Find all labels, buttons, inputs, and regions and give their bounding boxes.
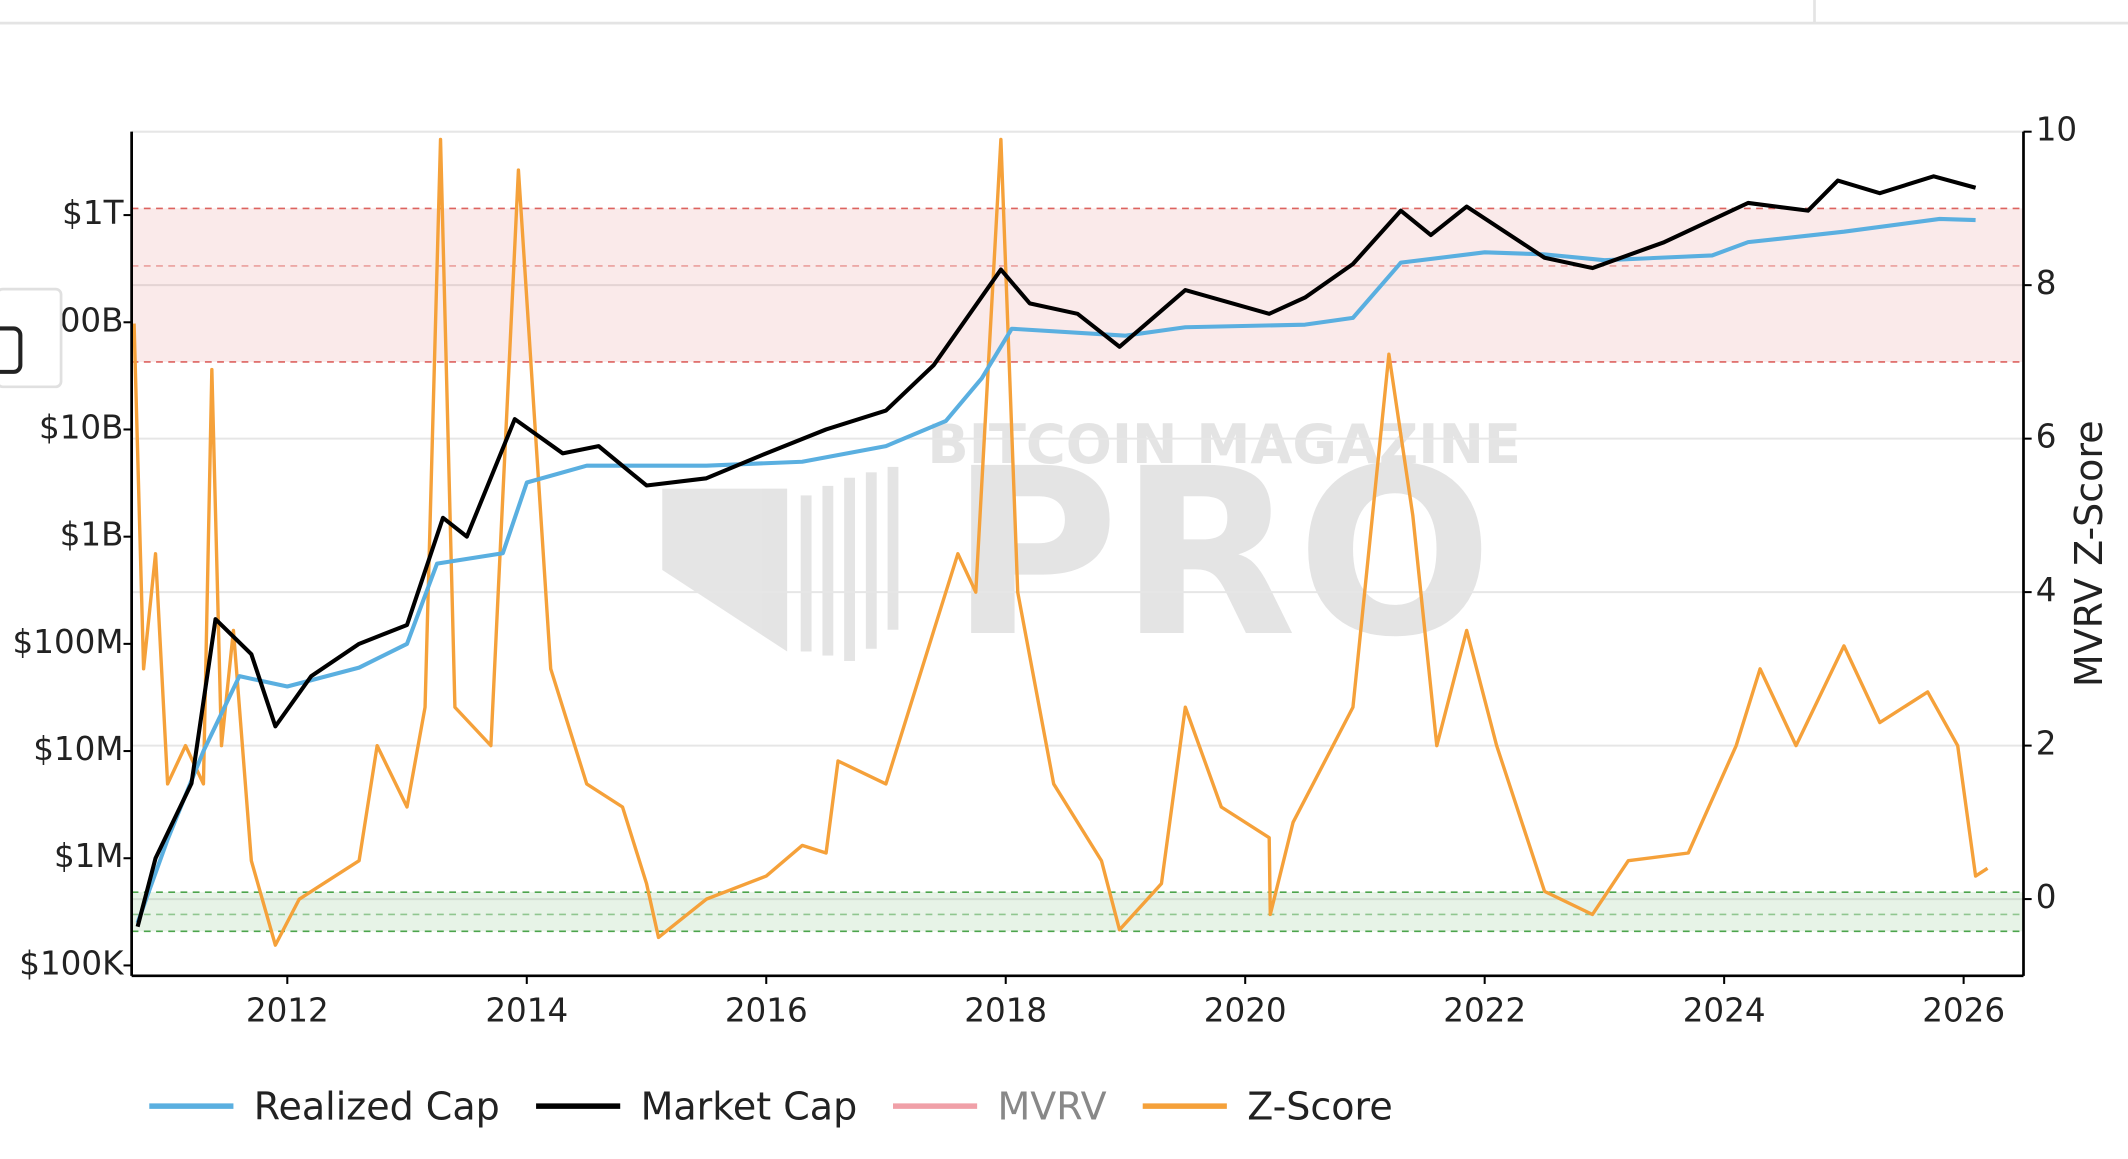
y-tick-label: $1B [60,516,124,554]
x-tick-label: 2016 [725,991,808,1029]
watermark-text: BITCOIN MAGAZINE [927,413,1521,476]
x-tick-label: 2024 [1683,991,1766,1029]
y2-tick-label: 2 [2036,725,2057,763]
y2-tick-label: 8 [2036,264,2057,302]
overlay-box[interactable] [0,287,63,389]
y-tick-label: $10B [39,408,124,446]
y2-tick-label: 0 [2036,878,2057,916]
y2-tick-label: 6 [2036,418,2057,456]
x-tick-label: 2014 [485,991,568,1029]
watermark-text: PRO [950,420,1493,688]
x-tick-label: 2012 [246,991,329,1029]
y-tick-label: $10M [33,730,123,768]
y-tick-label: $100K [19,944,125,982]
watermark: BITCOIN MAGAZINE PRO [662,413,1521,688]
legend-label[interactable]: Realized Cap [254,1084,500,1128]
y-tick-label: $1T [62,194,123,232]
y-tick-label: $1M [54,837,124,875]
y2-tick-label: 10 [2036,111,2077,149]
y2-axis-title: MVRV Z-Score [2067,420,2111,687]
x-tick-label: 2018 [964,991,1047,1029]
band [131,892,2024,932]
x-tick-label: 2020 [1204,991,1287,1029]
series-line [135,174,1977,928]
legend-label[interactable]: MVRV [998,1084,1107,1128]
overlay-icon[interactable] [0,326,23,374]
x-tick-label: 2026 [1922,991,2005,1029]
legend-label[interactable]: Market Cap [641,1084,858,1128]
legend-label[interactable]: Z-Score [1247,1084,1393,1128]
series-line [132,137,1989,947]
y2-tick-label: 4 [2036,571,2057,609]
x-tick-label: 2022 [1443,991,1526,1029]
y-tick-label: $100M [13,623,124,661]
band [131,208,2024,362]
